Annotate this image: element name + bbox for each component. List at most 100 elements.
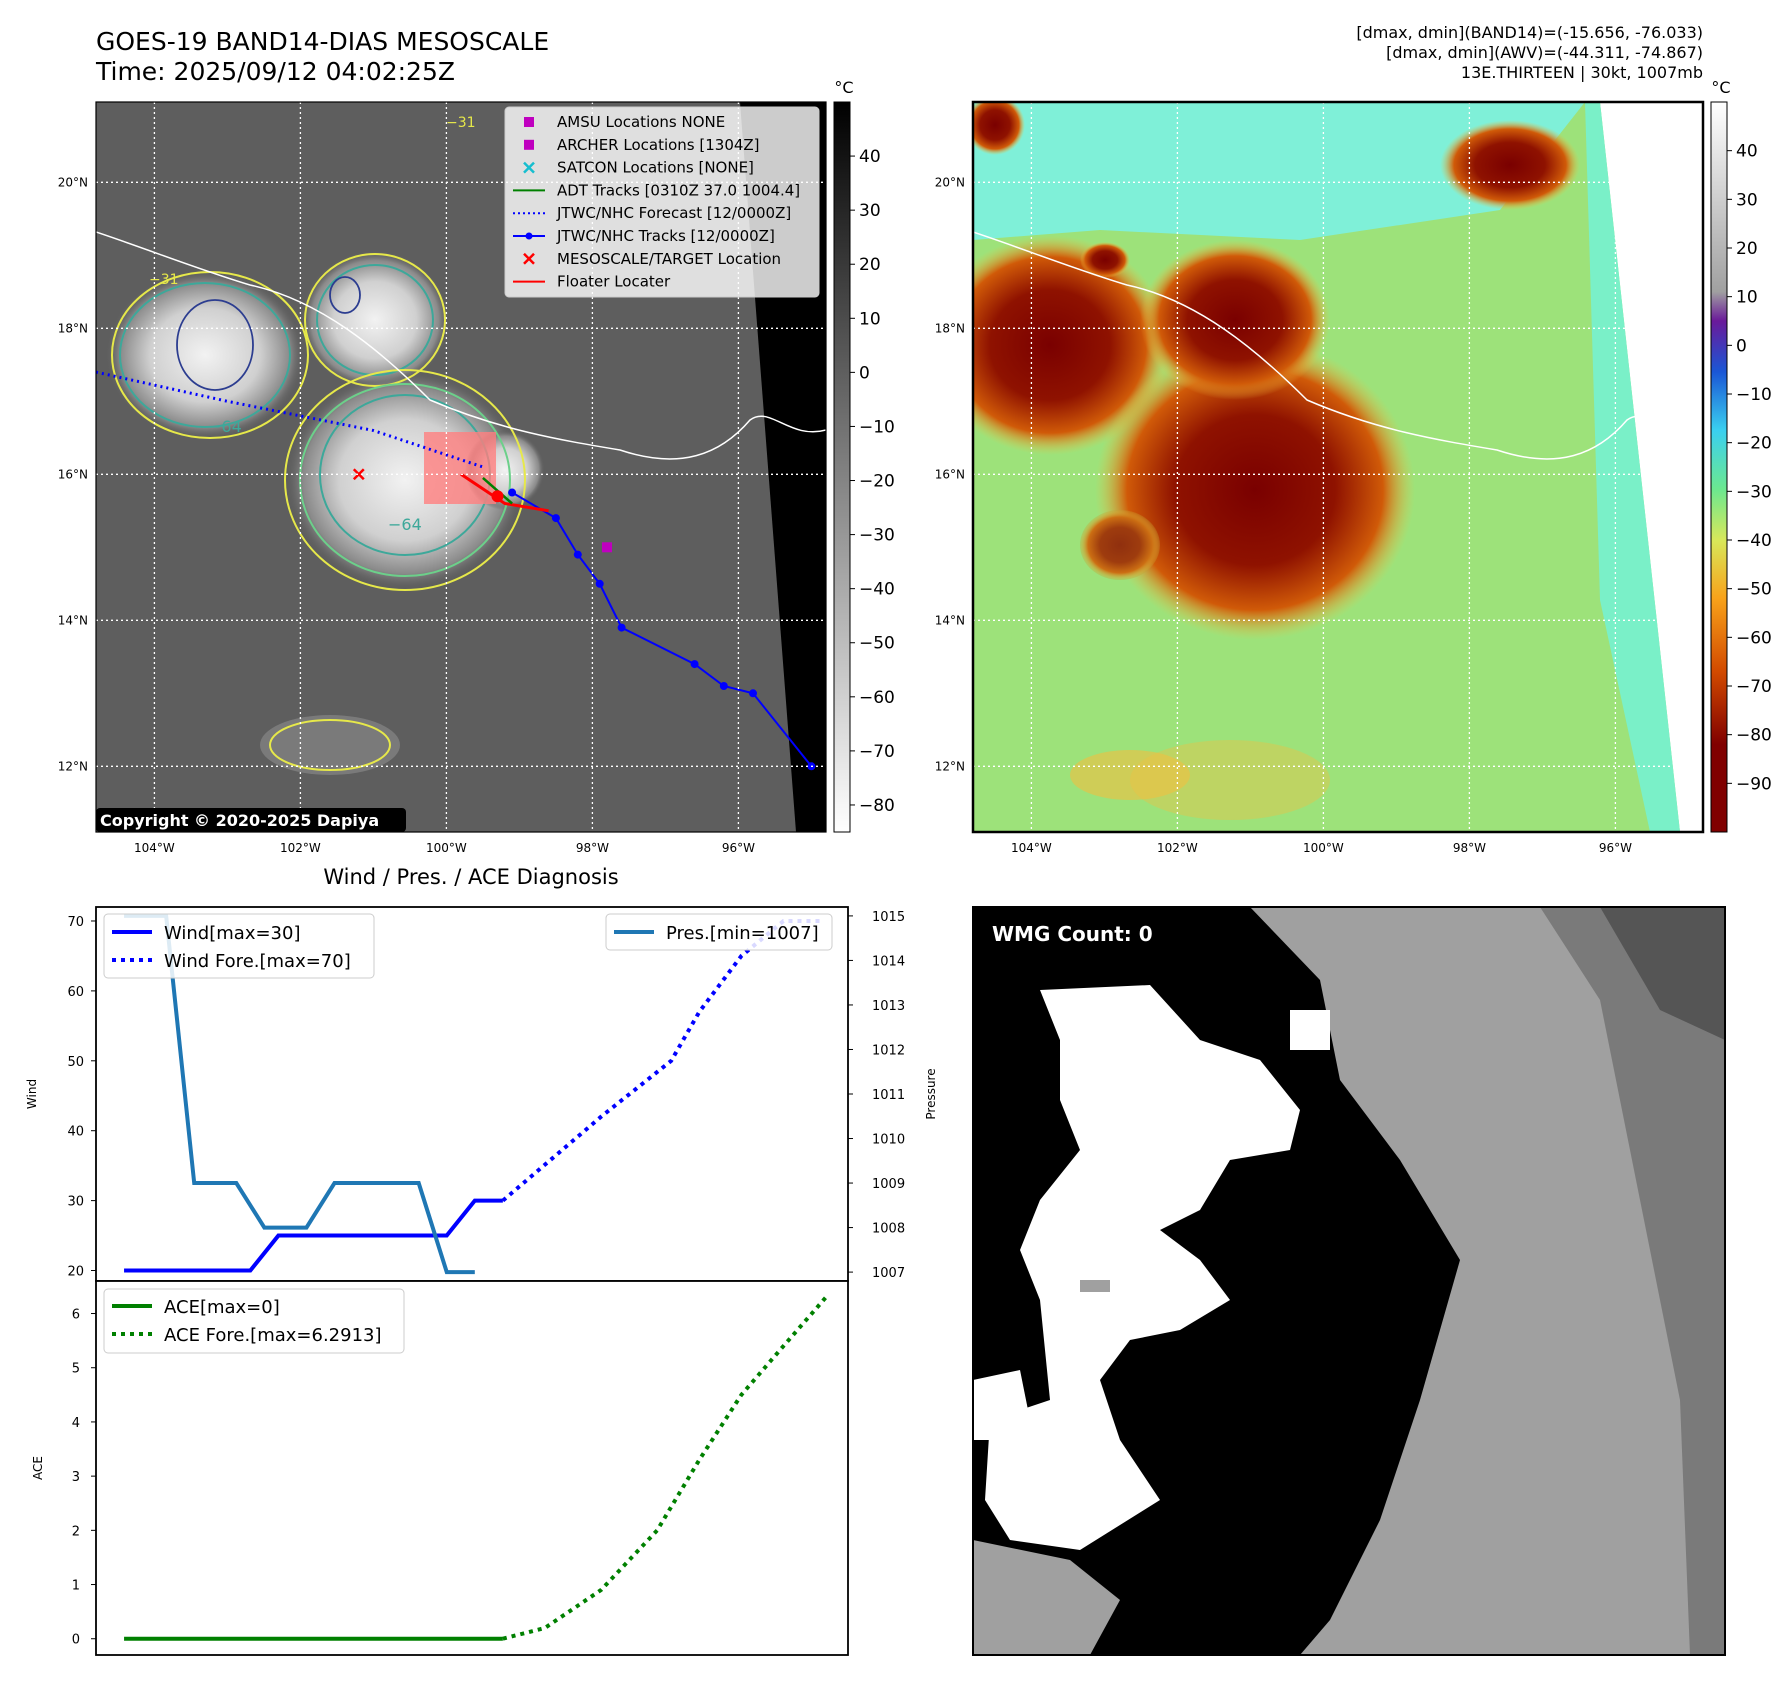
jtwc-track-point bbox=[719, 682, 728, 690]
colorbar-tick-label: 10 bbox=[1736, 288, 1758, 308]
series-line-0 bbox=[124, 1198, 503, 1273]
legend-marker-square bbox=[524, 139, 534, 150]
jtwc-track-point bbox=[595, 579, 604, 588]
colorbar-tick-label: 10 bbox=[859, 309, 881, 329]
ace-tick-label: 1 bbox=[72, 1579, 80, 1594]
wind-tick-label: 60 bbox=[67, 985, 84, 1000]
left-colorbar-unit: °C bbox=[834, 78, 853, 97]
colorbar-tick-label: −20 bbox=[859, 472, 895, 492]
pressure-tick-label: 1014 bbox=[872, 954, 905, 969]
ace-axis: 0 1 2 3 4 5 6 bbox=[72, 1308, 96, 1648]
wind-pressure-chart: Wind / Pres. / ACE Diagnosis 20 30 40 50 60 7… bbox=[25, 865, 938, 1282]
pressure-axis: 1007 1008 1009 1010 1011 1012 1013 1014 1015 bbox=[848, 910, 905, 1281]
pressure-tick-label: 1008 bbox=[872, 1222, 905, 1237]
left-map-lat-tick-label: 18°N bbox=[58, 321, 88, 335]
left-map-grid bbox=[96, 102, 826, 832]
right-map-lon-tick-label: 96°W bbox=[1599, 841, 1632, 855]
colorbar-tick-label: −30 bbox=[1736, 482, 1772, 502]
right-map-lat-tick-label: 16°N bbox=[935, 467, 965, 481]
jtwc-track-point bbox=[551, 514, 560, 523]
right-map-lon-tick-label: 102°W bbox=[1157, 841, 1198, 855]
ace-tick-label: 6 bbox=[72, 1308, 80, 1323]
ace-legend: ACE[max=0] ACE Fore.[max=6.2913] bbox=[103, 1288, 405, 1354]
legend-wind: Wind[max=30] bbox=[164, 923, 301, 944]
colorbar-tick-label: 20 bbox=[859, 255, 881, 275]
floater-point bbox=[491, 490, 504, 503]
ace-tick-label: 3 bbox=[72, 1470, 80, 1485]
archer-location-marker bbox=[602, 542, 612, 553]
colorbar-tick-label: −80 bbox=[859, 796, 895, 816]
contour-label-31-left: −31 bbox=[149, 272, 179, 288]
colorbar-tick-label: −20 bbox=[1736, 434, 1772, 454]
left-map-lat-tick-label: 12°N bbox=[58, 759, 88, 773]
ace-series bbox=[124, 1296, 828, 1641]
ace-tick-label: 5 bbox=[72, 1362, 80, 1377]
pressure-tick-label: 1009 bbox=[872, 1177, 905, 1192]
right-map-lat-tick-label: 12°N bbox=[935, 759, 965, 773]
colorbar-tick-label: 40 bbox=[859, 147, 881, 167]
stats-line1: [dmax, dmin](BAND14)=(-15.656, -76.033) bbox=[1356, 23, 1703, 42]
colorbar-tick-label: −50 bbox=[1736, 580, 1772, 600]
right-map-grid bbox=[973, 102, 1703, 832]
legend-label: MESOSCALE/TARGET Location bbox=[557, 250, 781, 268]
left-colorbar bbox=[833, 101, 851, 833]
pressure-legend: Pres.[min=1007] bbox=[605, 913, 833, 951]
colorbar-tick-label: −90 bbox=[1736, 774, 1772, 794]
colorbar-tick-label: −10 bbox=[859, 417, 895, 437]
left-map-overlays bbox=[95, 370, 816, 771]
colorbar-tick-label: −30 bbox=[859, 526, 895, 546]
colorbar-tick-label: 20 bbox=[1736, 239, 1758, 259]
left-map-panel: 20°N 18°N 16°N 14°N 12°N 104°W 102°W 100°W 98°W 9… bbox=[58, 78, 895, 855]
jtwc-track-point bbox=[508, 488, 517, 497]
right-map-lon-tick-label: 98°W bbox=[1453, 841, 1486, 855]
right-map-lon-tick-label: 100°W bbox=[1303, 841, 1344, 855]
ace-series-line-1 bbox=[502, 1296, 828, 1641]
wmg-count-label: WMG Count: 0 bbox=[992, 922, 1153, 946]
legend-label: AMSU Locations NONE bbox=[557, 113, 725, 131]
wind-tick-label: 40 bbox=[67, 1125, 84, 1140]
colorbar-tick-label: −40 bbox=[859, 580, 895, 600]
floater-line bbox=[460, 473, 549, 513]
legend-marker-x bbox=[523, 252, 535, 265]
colorbar-tick-label: −70 bbox=[859, 742, 895, 762]
right-map-imagery bbox=[973, 102, 1703, 832]
legend-wind-forecast: Wind Fore.[max=70] bbox=[164, 951, 351, 972]
ace-tick-label: 2 bbox=[72, 1524, 80, 1539]
wind-tick-label: 20 bbox=[67, 1265, 84, 1280]
legend-label: JTWC/NHC Forecast [12/0000Z] bbox=[556, 204, 791, 222]
legend-ace-forecast: ACE Fore.[max=6.2913] bbox=[164, 1325, 382, 1346]
right-map-lon-tick-label: 104°W bbox=[1011, 841, 1052, 855]
legend-label: ARCHER Locations [1304Z] bbox=[557, 136, 760, 154]
right-map-lat-tick-label: 18°N bbox=[935, 321, 965, 335]
figure-title-line1: GOES-19 BAND14-DIAS MESOSCALE bbox=[96, 27, 549, 56]
wmg-label-box bbox=[982, 917, 1172, 951]
right-colorbar-unit: °C bbox=[1711, 78, 1730, 97]
jtwc-forecast-line bbox=[95, 370, 484, 469]
ace-chart: 0 1 2 3 4 5 6 ACE ACE[max=0] ACE Fore.[max=6.2… bbox=[31, 1280, 849, 1656]
right-colorbar-ticks: 40 30 20 10 0 −10 −20 −30 −40 −50 −60 −70 −80 −90 bbox=[1727, 142, 1772, 794]
copyright-box bbox=[96, 808, 406, 832]
right-map-ticks: 20°N 18°N 16°N 14°N 12°N 104°W 102°W 100°W 98°W 9… bbox=[935, 175, 1632, 855]
wind-tick-label: 30 bbox=[67, 1195, 84, 1210]
wind-tick-label: 50 bbox=[67, 1055, 84, 1070]
legend-ace: ACE[max=0] bbox=[164, 1297, 280, 1318]
wmg-panel: WMG Count: 0 bbox=[972, 906, 1726, 1656]
colorbar-tick-label: −10 bbox=[1736, 385, 1772, 405]
legend-marker-x bbox=[523, 161, 535, 174]
pressure-tick-label: 1007 bbox=[872, 1266, 905, 1281]
legend-label: ADT Tracks [0310Z 37.0 1004.4] bbox=[557, 181, 800, 199]
wind-tick-label: 70 bbox=[67, 915, 84, 930]
colorbar-tick-label: 30 bbox=[1736, 190, 1758, 210]
colorbar-tick-label: −70 bbox=[1736, 677, 1772, 697]
pressure-tick-label: 1011 bbox=[872, 1088, 905, 1103]
pressure-tick-label: 1010 bbox=[872, 1133, 905, 1148]
floater-box bbox=[424, 432, 496, 504]
stats-line3: 13E.THIRTEEN | 30kt, 1007mb bbox=[1461, 63, 1703, 82]
colorbar-tick-label: 0 bbox=[859, 363, 870, 383]
colorbar-tick-label: −50 bbox=[859, 634, 895, 654]
figure-title-line2: Time: 2025/09/12 04:02:25Z bbox=[95, 57, 455, 86]
left-map-lon-tick-label: 102°W bbox=[280, 841, 321, 855]
jtwc-track-point bbox=[617, 623, 626, 632]
legend-label: JTWC/NHC Tracks [12/0000Z] bbox=[556, 227, 775, 245]
left-map-lon-tick-label: 104°W bbox=[134, 841, 175, 855]
